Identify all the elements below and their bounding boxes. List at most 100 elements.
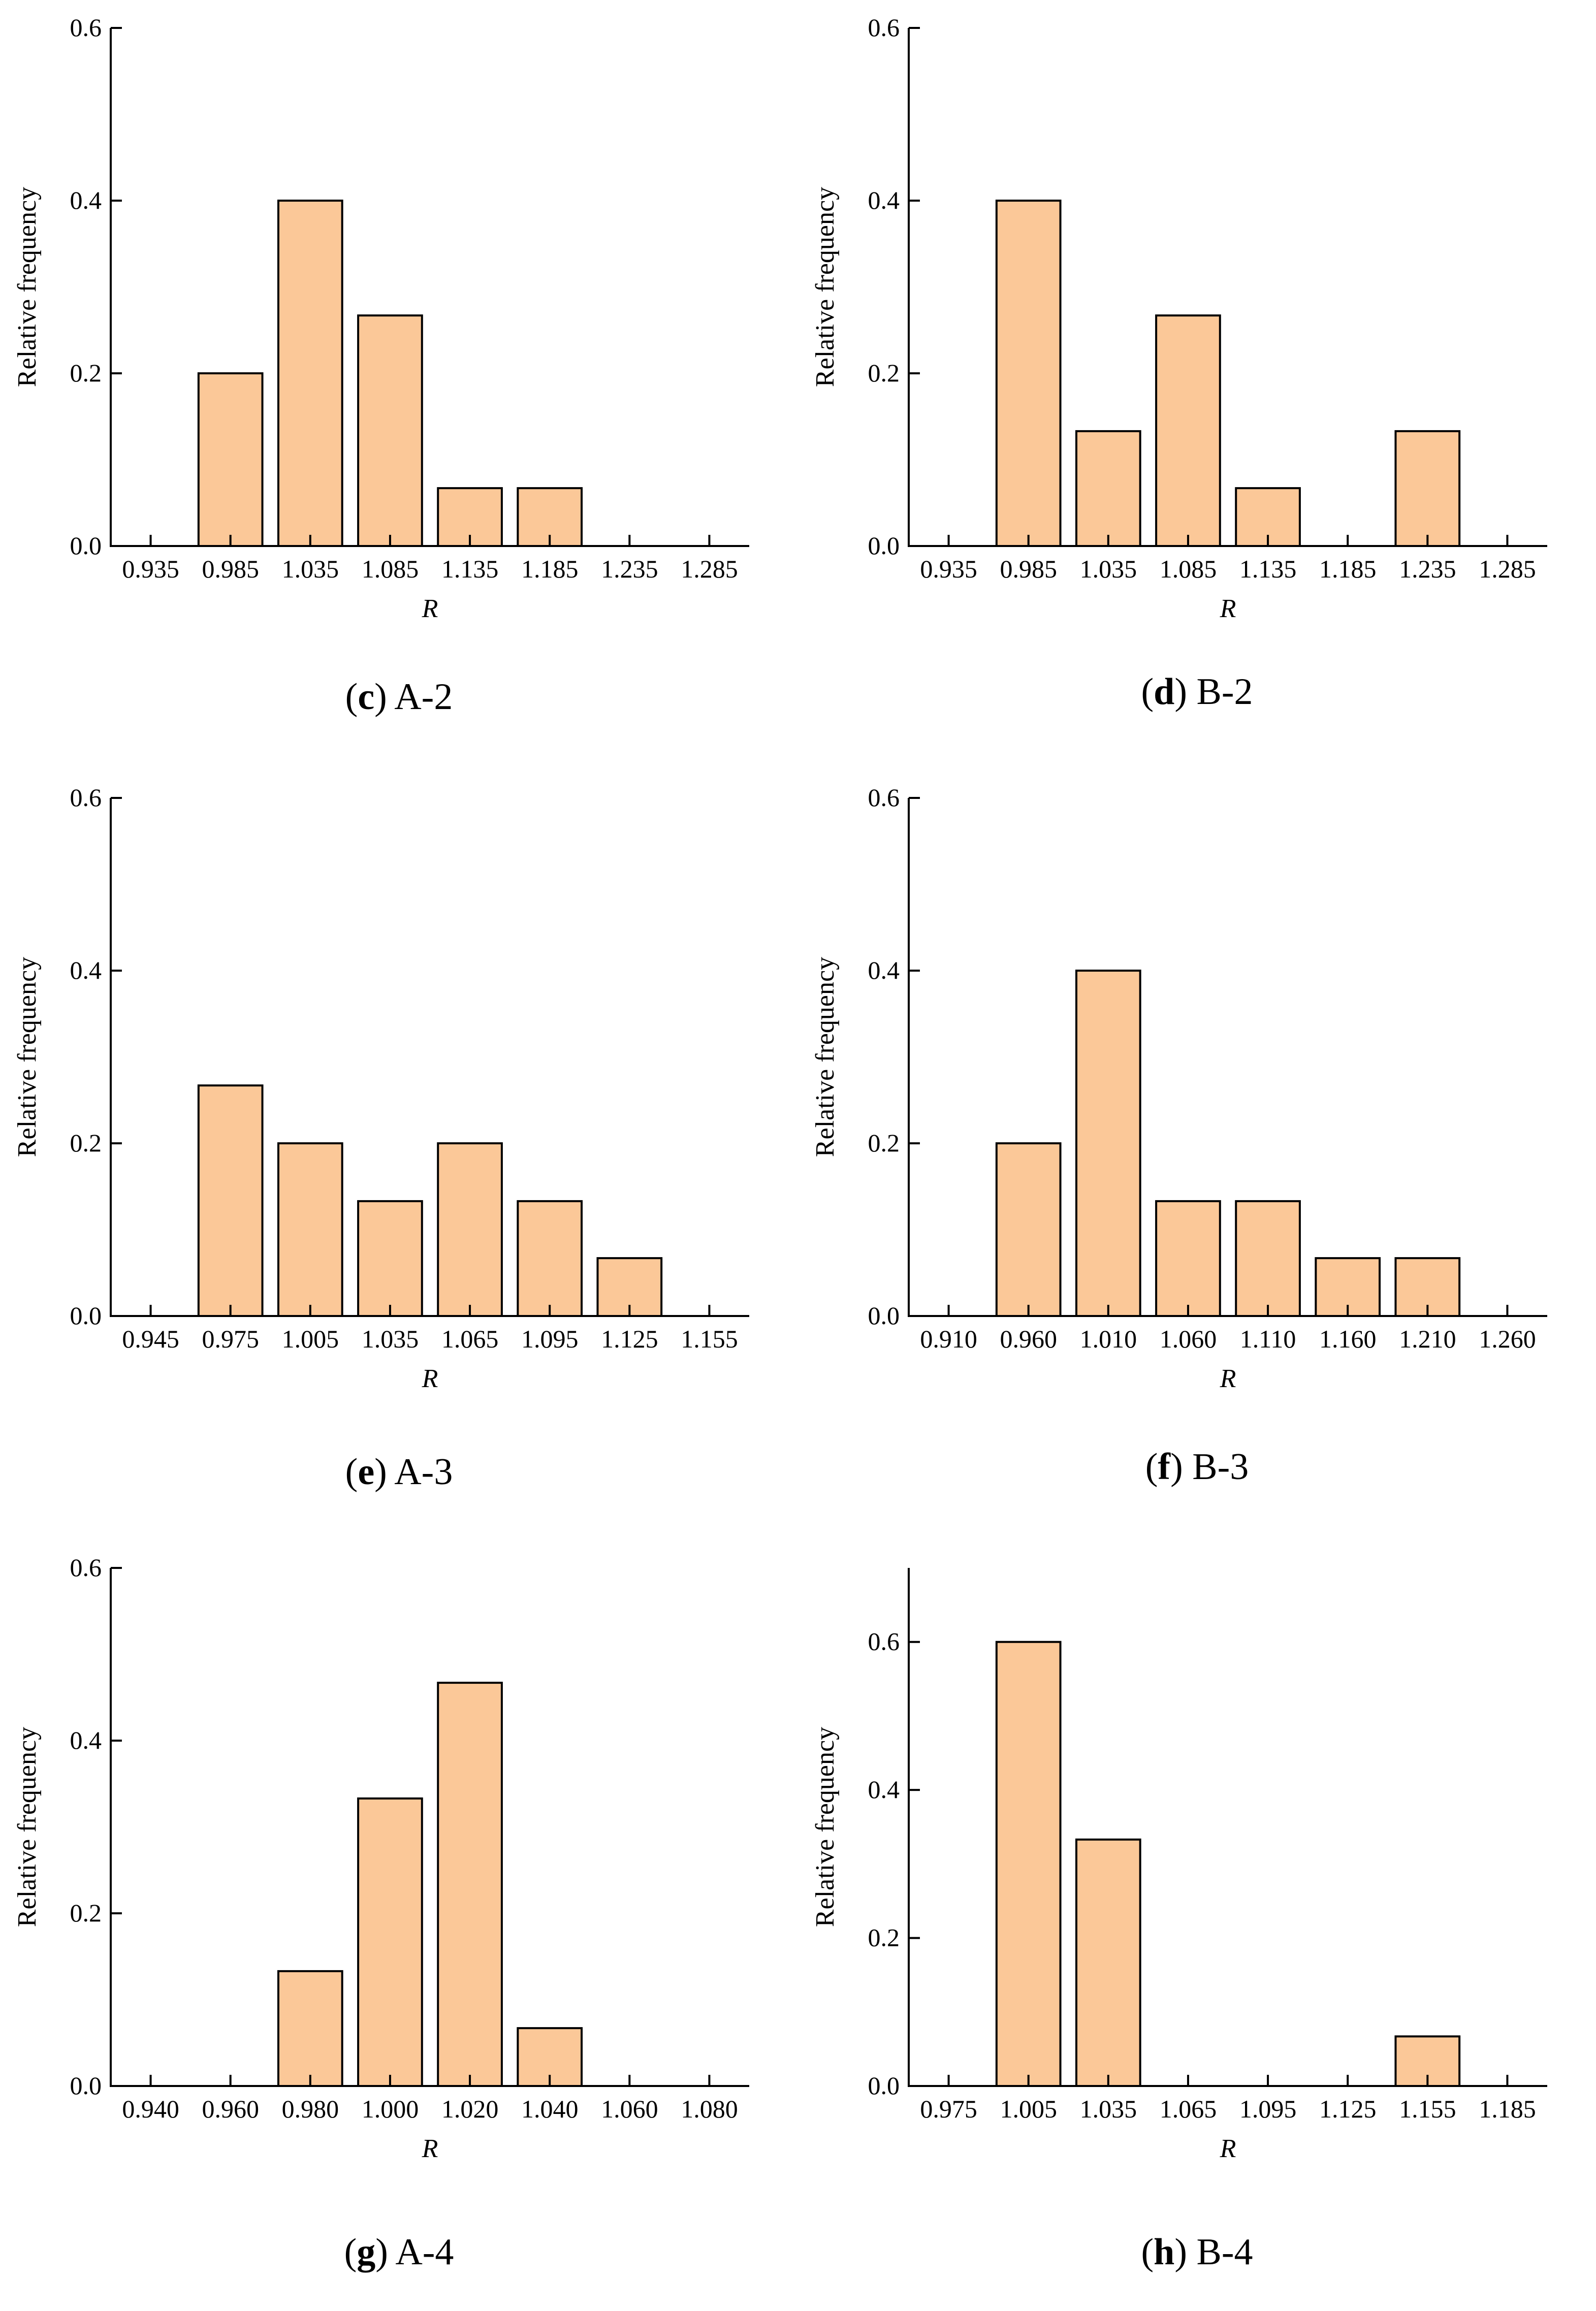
x-tick-label: 1.040 [521, 2095, 579, 2123]
panel-e: 0.0 0.2 0.4 0.6 0.945 0.975 1.005 1.035 1.065 1.0… [0, 770, 798, 1540]
caption-text: A-3 [394, 1451, 453, 1493]
y-axis-title: Relative frequency [13, 957, 42, 1157]
y-tick-label: 0.4 [868, 186, 900, 214]
bar-0.960 [995, 1142, 1062, 1317]
y-tick-label: 0.6 [868, 783, 900, 812]
y-tick-label: 0.2 [868, 1923, 900, 1952]
x-tick-label: 1.020 [441, 2095, 499, 2123]
bar-1.065 [437, 1142, 503, 1317]
x-tick-label: 1.235 [601, 555, 658, 583]
panel-h: 0.0 0.2 0.4 0.6 0.975 1.005 1.035 1.065 1.095 1.1… [798, 1540, 1596, 2310]
caption-c: (c) A-2 [345, 676, 453, 718]
x-tick-label: 1.085 [362, 555, 419, 583]
bar-0.985 [995, 200, 1062, 547]
y-axis-title: Relative frequency [13, 187, 42, 387]
x-tick-label: 0.960 [202, 2095, 259, 2123]
panel-f: 0.0 0.2 0.4 0.6 0.910 0.960 1.010 1.060 1.110 1.1… [798, 770, 1596, 1540]
caption-text: A-2 [394, 676, 453, 718]
chart-h: 0.0 0.2 0.4 0.6 0.975 1.005 1.035 1.065 1.095 1.1… [811, 1568, 1547, 2163]
x-tick-label: 0.935 [920, 555, 977, 583]
y-tick-label: 0.0 [868, 2071, 900, 2100]
x-tick-label: 0.960 [1000, 1325, 1057, 1353]
x-tick-label: 1.035 [282, 555, 339, 583]
x-tick-label: 1.035 [362, 1325, 419, 1353]
bar-1.000 [357, 1797, 423, 2087]
x-tick-label: 1.005 [282, 1325, 339, 1353]
bar-1.035 [277, 200, 343, 547]
caption-e: (e) A-3 [345, 1451, 453, 1493]
y-tick-label: 0.2 [868, 1129, 900, 1157]
y-tick-label: 0.6 [868, 1627, 900, 1656]
x-tick-label: 1.185 [1479, 2095, 1536, 2123]
bar-1.110 [1235, 1200, 1301, 1318]
x-tick-label: 1.125 [1319, 2095, 1377, 2123]
panel-d: 0.0 0.2 0.4 0.6 0.935 0.985 1.035 1.085 1.135 1.1… [798, 0, 1596, 770]
y-tick-label: 0.6 [70, 1553, 102, 1582]
y-tick-label: 0.0 [868, 531, 900, 560]
x-tick-label: 1.135 [441, 555, 499, 583]
y-axis-title: Relative frequency [13, 1727, 42, 1927]
x-tick-label: 1.085 [1160, 555, 1217, 583]
caption-f: (f) B-3 [1145, 1446, 1249, 1488]
y-tick-label: 0.6 [70, 13, 102, 42]
caption-letter: g [357, 2231, 376, 2273]
caption-letter: d [1154, 671, 1175, 713]
x-tick-label: 1.235 [1399, 555, 1456, 583]
panel-c: 0.0 0.2 0.4 0.6 0.935 0.985 1.035 1.085 1.135 1.1… [0, 0, 798, 770]
caption-letter: e [358, 1451, 375, 1493]
x-axis-title: R [1220, 2134, 1236, 2163]
y-tick-label: 0.4 [70, 186, 102, 214]
y-tick-label: 0.0 [70, 531, 102, 560]
x-tick-label: 0.980 [282, 2095, 339, 2123]
x-tick-label: 1.260 [1479, 1325, 1536, 1353]
y-tick-label: 0.0 [868, 1301, 900, 1330]
bar-1.020 [437, 1682, 503, 2088]
bar-0.975 [197, 1084, 264, 1317]
bar-1.005 [277, 1142, 343, 1317]
caption-letter: h [1154, 2231, 1175, 2273]
y-tick-label: 0.2 [70, 1899, 102, 1927]
x-tick-label: 1.065 [1160, 2095, 1217, 2123]
y-tick-label: 0.4 [868, 956, 900, 984]
x-axis-title: R [1220, 1364, 1236, 1393]
x-axis-title: R [422, 2134, 438, 2163]
x-tick-label: 1.210 [1399, 1325, 1456, 1353]
chart-f: 0.0 0.2 0.4 0.6 0.910 0.960 1.010 1.060 1.110 1.1… [811, 783, 1547, 1393]
x-axis-title: R [422, 1364, 438, 1393]
x-tick-label: 0.975 [202, 1325, 259, 1353]
x-tick-label: 1.095 [521, 1325, 579, 1353]
x-tick-label: 0.945 [122, 1325, 179, 1353]
bar-1.085 [1155, 314, 1221, 547]
bar-1.095 [517, 1200, 583, 1318]
caption-text: B-4 [1196, 2231, 1253, 2273]
bar-1.035 [1075, 1838, 1141, 2087]
y-axis-title: Relative frequency [811, 187, 840, 387]
y-tick-label: 0.0 [70, 1301, 102, 1330]
caption-letter: c [358, 676, 375, 718]
y-tick-label: 0.4 [70, 1726, 102, 1754]
x-tick-label: 1.010 [1080, 1325, 1137, 1353]
y-tick-label: 0.6 [70, 783, 102, 812]
x-tick-label: 0.910 [920, 1325, 977, 1353]
x-tick-label: 1.060 [601, 2095, 658, 2123]
x-tick-label: 1.065 [441, 1325, 499, 1353]
bar-1.035 [357, 1200, 423, 1318]
x-tick-label: 0.985 [1000, 555, 1057, 583]
bar-1.010 [1075, 970, 1141, 1317]
x-axis-title: R [1220, 594, 1236, 623]
x-tick-label: 1.000 [362, 2095, 419, 2123]
x-tick-label: 1.125 [601, 1325, 658, 1353]
y-tick-label: 0.2 [70, 359, 102, 387]
x-tick-label: 1.185 [521, 555, 579, 583]
chart-g: 0.0 0.2 0.4 0.6 0.940 0.960 0.980 1.000 1.020 1.0… [13, 1553, 749, 2163]
panel-g: 0.0 0.2 0.4 0.6 0.940 0.960 0.980 1.000 1.020 1.0… [0, 1540, 798, 2310]
bar-1.060 [1155, 1200, 1221, 1318]
x-tick-label: 1.185 [1319, 555, 1377, 583]
y-tick-label: 0.4 [70, 956, 102, 984]
x-tick-label: 1.135 [1239, 555, 1297, 583]
chart-e: 0.0 0.2 0.4 0.6 0.945 0.975 1.005 1.035 1.065 1.0… [13, 783, 749, 1393]
y-axis-title: Relative frequency [811, 957, 840, 1157]
bar-1.005 [995, 1641, 1062, 2087]
x-tick-label: 1.005 [1000, 2095, 1057, 2123]
